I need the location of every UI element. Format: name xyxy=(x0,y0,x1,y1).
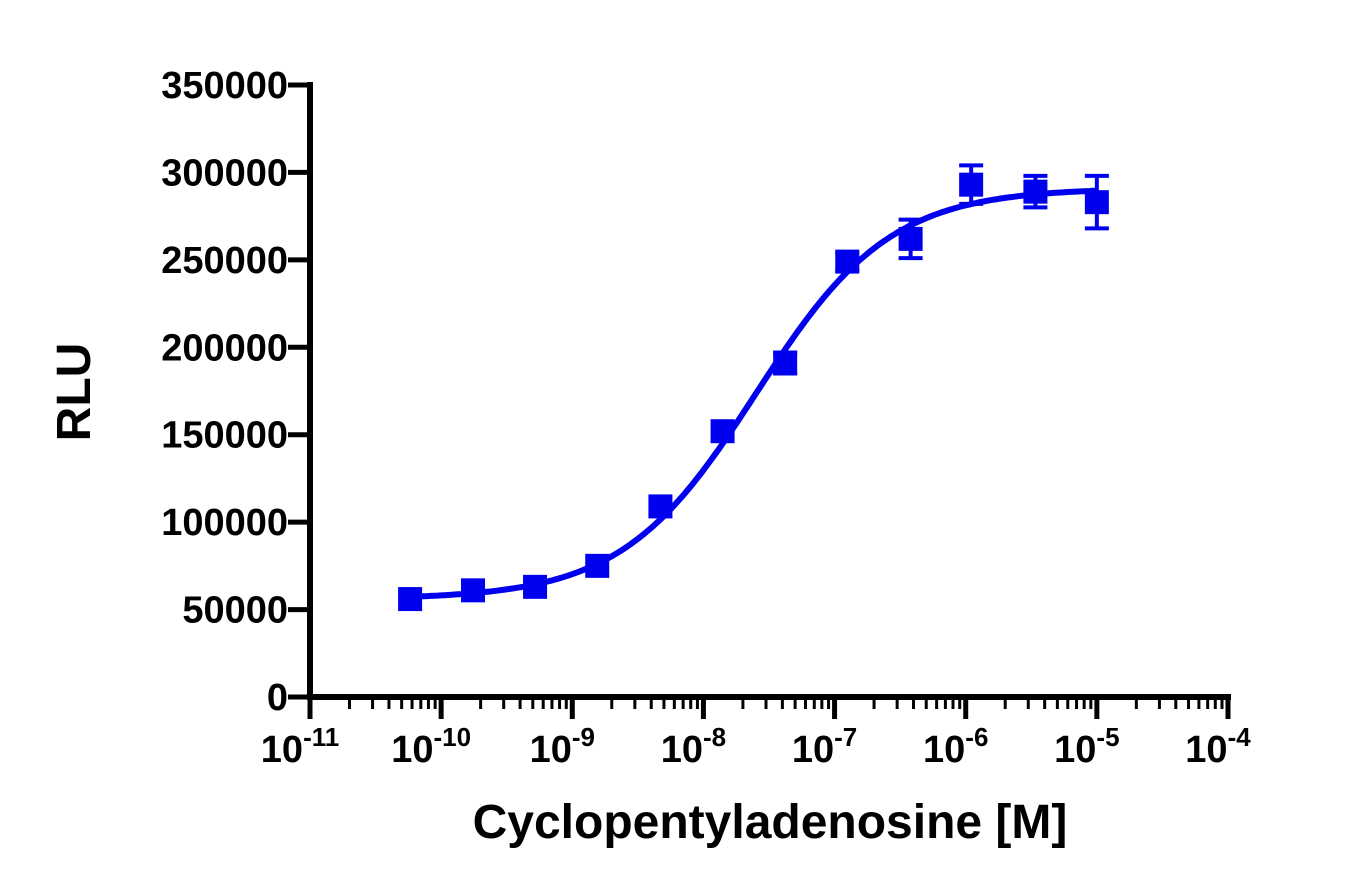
data-points xyxy=(398,163,1109,612)
point-marker xyxy=(898,226,923,251)
x-tick-label: 10-11 xyxy=(261,722,339,771)
y-tick-label: 150000 xyxy=(161,415,288,457)
x-tick-label: 10-10 xyxy=(391,722,471,771)
data-point xyxy=(398,587,423,612)
point-marker xyxy=(959,172,984,197)
point-marker xyxy=(1084,190,1109,215)
y-tick-label: 100000 xyxy=(161,502,288,544)
x-axis-title: Cyclopentyladenosine [M] xyxy=(473,796,1068,849)
point-marker xyxy=(585,553,610,578)
point-marker xyxy=(461,578,486,603)
data-point xyxy=(648,494,673,519)
data-point xyxy=(1084,173,1109,231)
x-tick-label: 10-4 xyxy=(1185,722,1251,771)
point-marker xyxy=(398,587,423,612)
data-point xyxy=(898,217,923,261)
data-point xyxy=(835,249,860,274)
data-point xyxy=(1023,173,1048,210)
point-marker xyxy=(835,249,860,274)
axes-layer: 0 50000 100000 150000 200000 250000 300000 3500… xyxy=(161,65,1251,771)
x-tick-label: 10-6 xyxy=(923,722,988,771)
data-point xyxy=(461,578,486,603)
data-point xyxy=(710,419,735,444)
x-tick-label: 10-7 xyxy=(792,722,857,771)
y-tick-label: 50000 xyxy=(182,590,288,632)
y-tick-label: 250000 xyxy=(161,240,288,282)
y-tick-label: 350000 xyxy=(161,65,288,107)
x-tick-label: 10-9 xyxy=(530,722,595,771)
y-tick-label: 300000 xyxy=(161,152,288,194)
data-point xyxy=(773,350,798,376)
point-marker xyxy=(648,494,673,519)
data-point xyxy=(523,574,548,599)
point-marker xyxy=(773,351,798,376)
x-tick-label: 10-5 xyxy=(1054,722,1119,771)
y-tick-label: 0 xyxy=(267,677,288,719)
y-axis-title: RLU xyxy=(48,343,101,442)
fit-curve xyxy=(410,187,1097,600)
data-point xyxy=(585,553,610,578)
x-tick-label: 10-8 xyxy=(661,722,726,771)
data-point xyxy=(959,163,984,206)
point-marker xyxy=(523,574,548,599)
y-tick-label: 200000 xyxy=(161,327,288,369)
point-marker xyxy=(710,419,735,444)
point-marker xyxy=(1023,179,1048,204)
